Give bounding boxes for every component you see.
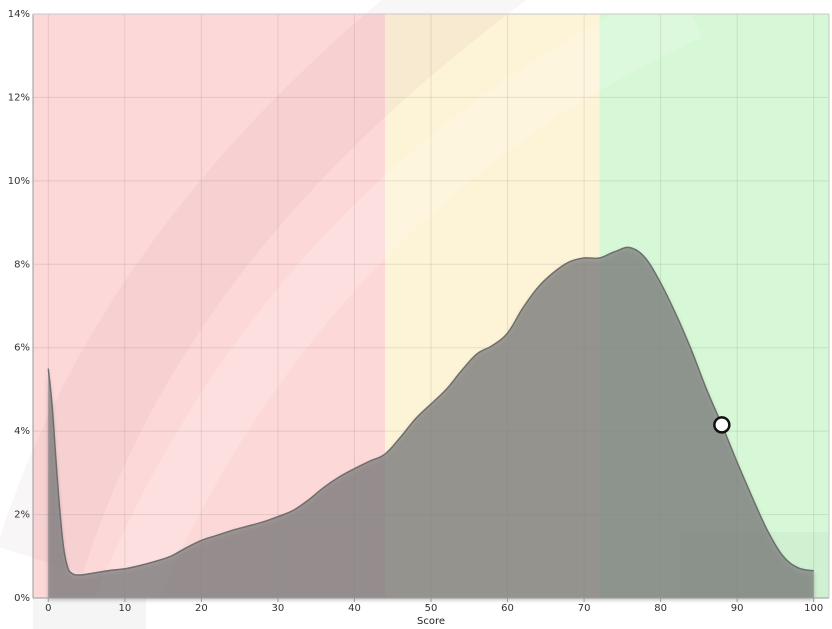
distribution-area: [47, 246, 814, 599]
axes: 0 10 20 30 40 50 60 70 80 90 100 0% 2% 4% 6% 8% 10% 12% 14…: [8, 9, 830, 614]
y-tick-label: 2%: [14, 510, 30, 521]
x-tick-label: 10: [118, 603, 131, 614]
y-tick-label: 0%: [14, 593, 30, 604]
decorative-footer-block: [33, 598, 146, 629]
series-line-0: [47, 246, 814, 576]
x-tick-label: 0: [45, 603, 51, 614]
score-marker-point: [713, 416, 731, 434]
x-tick-label: 30: [272, 603, 285, 614]
x-tick-label: 50: [425, 603, 438, 614]
x-tick-label: 90: [731, 603, 744, 614]
y-tick-label: 14%: [8, 9, 30, 20]
series-area-0: [48, 247, 814, 599]
y-tick-label: 10%: [8, 176, 30, 187]
x-tick-label: 70: [578, 603, 591, 614]
y-tick-label: 8%: [14, 259, 30, 270]
x-tick-label: 20: [195, 603, 208, 614]
y-tick-label: 12%: [8, 92, 30, 103]
y-tick-label: 6%: [14, 343, 30, 354]
x-tick-label: 60: [501, 603, 514, 614]
decorative-arc-inner: [82, 0, 703, 629]
x-axis-title: Score: [417, 616, 445, 627]
decorative-arc-outer: [0, 0, 527, 574]
score-marker: [713, 416, 731, 434]
y-tick-label: 4%: [14, 426, 30, 437]
x-tick-label: 40: [348, 603, 361, 614]
x-tick-label: 100: [804, 603, 823, 614]
x-tick-label: 80: [654, 603, 667, 614]
